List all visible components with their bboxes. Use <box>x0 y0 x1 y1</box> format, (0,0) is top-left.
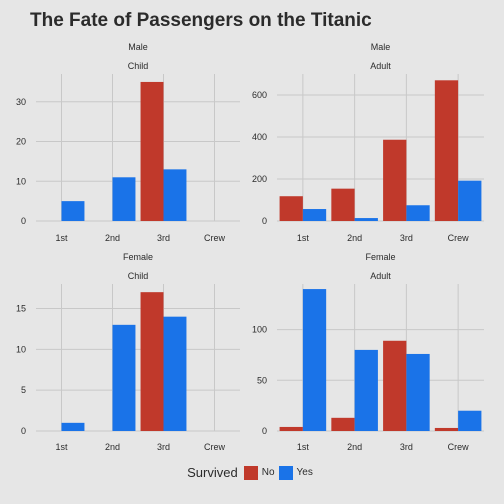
legend-key-yes <box>278 465 293 480</box>
panel-3-bar-yes-2nd <box>112 324 136 431</box>
panel-4-strip-age: Adult <box>370 271 391 281</box>
panel-3-bar-no-3rd <box>140 292 164 431</box>
panel-3-strip-sex: Female <box>123 252 153 262</box>
chart-title: The Fate of Passengers on the Titanic <box>30 10 372 31</box>
legend-label-yes: Yes <box>296 467 313 478</box>
legend: Survived No Yes <box>0 465 504 480</box>
panel-2-strip-age: Adult <box>370 61 391 71</box>
panel-4-xtick-label: 1st <box>297 442 310 452</box>
panel-4-ytick-label: 0 <box>262 426 267 436</box>
panel-4-bar-no-2nd <box>331 417 355 431</box>
panel-1-ytick-label: 20 <box>16 137 26 147</box>
panel-2-bar-no-crew <box>434 80 459 221</box>
panel-2-bar-yes-crew <box>458 180 482 221</box>
panel-3-xtick-label: Crew <box>204 442 226 452</box>
panel-3-xtick-label: 1st <box>55 442 68 452</box>
panel-3-strip-age: Child <box>128 271 149 281</box>
panel-4-bar-no-3rd <box>383 340 407 431</box>
panel-4-strip-sex: Female <box>365 252 395 262</box>
panel-1-xtick-label: Crew <box>204 233 226 243</box>
panel-4-ytick-label: 50 <box>257 375 267 385</box>
panel-4-bar-no-1st <box>279 426 303 431</box>
panel-4-bar-yes-crew <box>458 410 482 431</box>
legend-title: Survived <box>187 465 238 480</box>
panel-2-xtick-label: 3rd <box>400 233 413 243</box>
panel-4-bar-yes-1st <box>302 289 327 431</box>
panel-1-bar-yes-2nd <box>112 177 136 221</box>
panel-1-ytick-label: 10 <box>16 176 26 186</box>
panel-2-xtick-label: Crew <box>448 233 470 243</box>
legend-key-no <box>243 465 258 480</box>
panel-4-xtick-label: 3rd <box>400 442 413 452</box>
panel-3-ytick-label: 15 <box>16 304 26 314</box>
panel-2-bar-no-3rd <box>383 139 407 221</box>
panel-2-xtick-label: 1st <box>297 233 310 243</box>
panel-1-ytick-label: 0 <box>21 216 26 226</box>
panel-1-bar-no-3rd <box>140 81 164 221</box>
panel-4-bar-yes-2nd <box>354 349 378 431</box>
panel-2-ytick-label: 0 <box>262 216 267 226</box>
panel-2-bar-yes-1st <box>302 209 327 221</box>
panel-3-ytick-label: 5 <box>21 385 26 395</box>
panel-2-strip-sex: Male <box>371 42 391 52</box>
panel-4-xtick-label: Crew <box>448 442 470 452</box>
legend-label-no: No <box>261 467 275 478</box>
panel-2-ytick-label: 600 <box>252 90 267 100</box>
panel-1-xtick-label: 1st <box>55 233 68 243</box>
panel-3-bar-yes-3rd <box>163 316 187 431</box>
panel-4-bar-yes-3rd <box>406 353 430 431</box>
panel-1-xtick-label: 2nd <box>105 233 120 243</box>
panel-1-strip-age: Child <box>128 61 149 71</box>
panel-1-bar-yes-3rd <box>163 169 187 221</box>
panel-1-ytick-label: 30 <box>16 97 26 107</box>
panel-2-xtick-label: 2nd <box>347 233 362 243</box>
panel-2-bar-no-2nd <box>331 188 355 221</box>
panel-3-ytick-label: 0 <box>21 426 26 436</box>
panel-1-strip-sex: Male <box>128 42 148 52</box>
panel-3-ytick-label: 10 <box>16 344 26 354</box>
panel-4-bar-no-crew <box>434 427 459 431</box>
panel-2-ytick-label: 400 <box>252 132 267 142</box>
panel-4-xtick-label: 2nd <box>347 442 362 452</box>
panel-2-ytick-label: 200 <box>252 174 267 184</box>
panel-2-bar-no-1st <box>279 196 303 221</box>
panel-1-xtick-label: 3rd <box>157 233 170 243</box>
panel-3-bar-yes-1st <box>61 422 85 431</box>
panel-3-xtick-label: 2nd <box>105 442 120 452</box>
panel-1-bar-yes-1st <box>61 201 85 221</box>
panel-2-bar-yes-3rd <box>406 205 430 221</box>
panel-4-ytick-label: 100 <box>252 325 267 335</box>
panel-2-bar-yes-2nd <box>354 218 378 221</box>
panel-3-xtick-label: 3rd <box>157 442 170 452</box>
